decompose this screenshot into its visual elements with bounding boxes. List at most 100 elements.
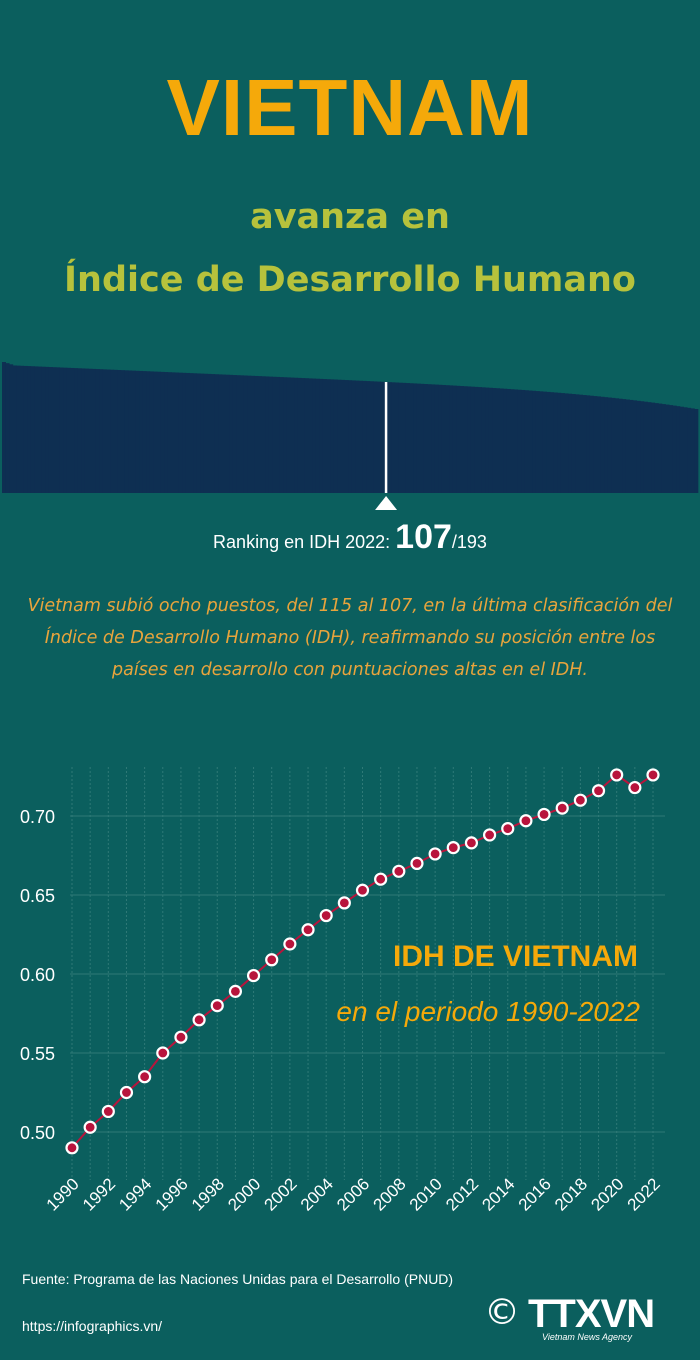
rank-bar — [229, 374, 234, 493]
hdi-data-point — [464, 836, 479, 850]
rank-bar — [178, 372, 183, 493]
rank-bar — [535, 391, 540, 493]
rank-bar — [615, 398, 620, 493]
rank-bar — [564, 393, 569, 493]
rank-bar — [438, 384, 443, 493]
rank-bar — [34, 366, 39, 493]
rank-bar — [124, 370, 129, 493]
x-tick-label: 2022 — [624, 1174, 664, 1214]
copyright-icon: © — [484, 1292, 520, 1333]
rank-bar — [301, 378, 306, 493]
rank-bar — [593, 396, 598, 493]
rank-bar — [521, 389, 526, 493]
hdi-data-point — [174, 1030, 188, 1044]
rank-bar — [66, 367, 71, 493]
hdi-data-point — [101, 1104, 115, 1119]
hdi-data-point — [355, 883, 370, 897]
rank-bar — [322, 379, 327, 493]
rank-bar — [139, 370, 143, 493]
y-tick-label: 0.50 — [20, 1123, 55, 1143]
hdi-data-point — [610, 768, 624, 782]
rank-bar — [113, 369, 118, 493]
rank-bar — [102, 369, 107, 493]
x-tick-label: 2020 — [587, 1174, 627, 1214]
rank-bar — [488, 387, 493, 493]
rank-bar — [128, 370, 133, 493]
website-url[interactable]: https://infographics.vn/ — [22, 1318, 163, 1334]
rank-bar — [214, 374, 219, 493]
rank-bar — [366, 381, 371, 493]
rank-bar — [193, 373, 198, 493]
rank-bar — [597, 396, 601, 493]
rank-bar — [391, 382, 396, 493]
rank-bar — [377, 381, 382, 493]
rank-bar — [560, 393, 565, 493]
hdi-data-point — [210, 999, 224, 1013]
rank-bar — [99, 369, 104, 493]
rank-bar — [474, 386, 479, 493]
rank-bar — [470, 386, 475, 493]
rank-bar — [690, 408, 695, 493]
rank-bar — [625, 399, 630, 493]
rank-bar — [326, 379, 331, 493]
rank-bar — [225, 374, 230, 493]
rank-bar — [604, 397, 609, 493]
x-tick-label: 2002 — [261, 1174, 301, 1214]
rank-bar — [221, 374, 226, 493]
rank-bar — [441, 384, 446, 493]
rank-bar — [254, 375, 259, 493]
rank-bar — [167, 372, 172, 493]
rank-bar — [672, 405, 677, 493]
rank-bar — [247, 375, 252, 493]
rank-bar — [312, 378, 317, 493]
rank-bar — [568, 393, 573, 493]
rank-bar — [550, 392, 555, 493]
hdi-data-point — [392, 864, 406, 878]
rank-bar — [380, 381, 385, 493]
rank-bar — [683, 407, 688, 493]
rank-bar — [449, 385, 454, 493]
y-tick-label: 0.60 — [20, 965, 55, 985]
rank-bar — [676, 406, 681, 493]
rank-bar — [398, 382, 403, 493]
rank-bar — [207, 373, 212, 493]
rank-bar — [506, 388, 511, 493]
rank-bar — [9, 364, 14, 493]
rank-bar — [330, 379, 335, 493]
y-tick-label: 0.55 — [20, 1044, 55, 1064]
rank-bar — [286, 377, 291, 493]
hdi-data-point — [156, 1046, 170, 1060]
rank-bar — [402, 382, 407, 493]
hdi-data-point — [501, 822, 515, 836]
source-text: Fuente: Programa de las Naciones Unidas … — [22, 1271, 454, 1287]
rank-bar — [258, 376, 262, 493]
hdi-points — [65, 768, 660, 1155]
rank-bar — [456, 385, 461, 493]
rank-bar — [84, 368, 89, 493]
rank-bar — [41, 366, 46, 493]
rank-bar — [542, 391, 547, 493]
rank-bar — [196, 373, 201, 493]
rank-bar — [131, 370, 136, 493]
rank-bar — [600, 396, 605, 493]
rank-bar — [665, 404, 670, 493]
rank-bar — [633, 400, 638, 493]
rank-bar — [340, 379, 345, 493]
rank-bar — [171, 372, 176, 493]
rank-bar — [575, 394, 580, 493]
rank-bar — [265, 376, 270, 493]
rank-bar — [351, 380, 356, 493]
rank-bar — [250, 375, 255, 493]
rank-bar — [315, 378, 320, 493]
rank-bar — [16, 365, 21, 493]
rank-bar — [59, 367, 64, 493]
hdi-data-point — [319, 908, 333, 923]
rank-bar — [359, 380, 363, 493]
rank-bar — [272, 376, 277, 493]
rank-bar — [70, 367, 75, 493]
hdi-data-point — [138, 1070, 152, 1084]
rank-bar — [622, 399, 627, 493]
rank-bar — [30, 366, 35, 493]
ranking-label: Ranking en IDH 2022: 107/193 — [0, 518, 700, 557]
hdi-data-point — [537, 807, 551, 822]
